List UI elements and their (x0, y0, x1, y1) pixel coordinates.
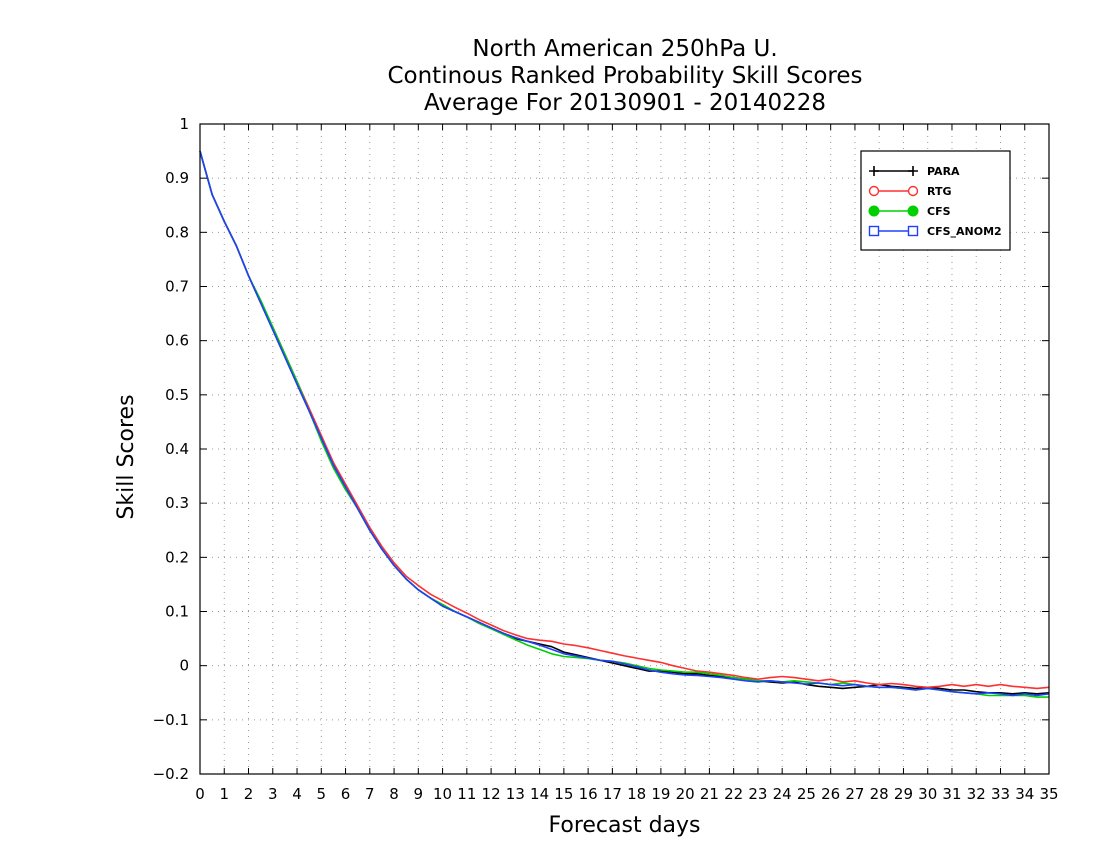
y-tick-label: 0.2 (165, 548, 189, 566)
y-tick-label: 0.1 (165, 603, 189, 621)
x-tick-label: 35 (1039, 785, 1058, 803)
y-tick-label: 0 (179, 657, 189, 675)
legend-marker-dot (907, 205, 919, 217)
x-tick-label: 12 (482, 785, 501, 803)
x-tick-label: 29 (894, 785, 913, 803)
legend-marker-plus (869, 166, 879, 176)
y-tick-label: 0.4 (165, 440, 189, 458)
chart-title-line-1: North American 250hPa U. (472, 36, 778, 62)
y-tick-label: 0.5 (165, 386, 189, 404)
x-tick-label: 24 (773, 785, 792, 803)
x-tick-label: 23 (748, 785, 767, 803)
legend-marker-dot (868, 205, 880, 217)
y-tick-labels: −0.2 −0.1 0 0.1 0.2 0.3 0.4 0.5 0.6 0.7 0.8 0.9 1 (153, 115, 189, 783)
legend-box (860, 150, 1011, 251)
legend-label-para: PARA (927, 165, 960, 178)
y-tick-label: 0.8 (165, 223, 189, 241)
x-tick-label: 14 (530, 785, 549, 803)
y-tick-label: 0.3 (165, 494, 189, 512)
x-tick-label: 11 (457, 785, 476, 803)
x-tick-label: 34 (1015, 785, 1034, 803)
x-tick-label: 4 (292, 785, 302, 803)
x-tick-label: 3 (268, 785, 278, 803)
chart-title-line-2: Continous Ranked Probability Skill Score… (387, 63, 863, 89)
legend-marker-circle (868, 185, 880, 197)
legend-label-cfs: CFS (927, 205, 951, 218)
x-tick-label: 13 (506, 785, 525, 803)
x-tick-label: 21 (700, 785, 719, 803)
x-tick-label: 32 (967, 785, 986, 803)
chart-title-line-3: Average For 20130901 - 20140228 (423, 90, 827, 116)
y-tick-label: 0.6 (165, 332, 189, 350)
x-tick-label: 19 (651, 785, 670, 803)
axis-ticks (199, 123, 1050, 775)
x-tick-label: 27 (845, 785, 864, 803)
x-tick-label: 31 (942, 785, 961, 803)
x-tick-label: 5 (317, 785, 327, 803)
x-tick-label: 2 (244, 785, 254, 803)
x-axis-label: Forecast days (548, 813, 700, 838)
x-tick-label: 15 (554, 785, 573, 803)
legend-marker-circle (907, 185, 919, 197)
x-tick-label: 8 (389, 785, 399, 803)
x-tick-label: 33 (991, 785, 1010, 803)
y-tick-label: −0.1 (153, 711, 189, 729)
x-tick-label: 16 (579, 785, 598, 803)
x-tick-label: 20 (676, 785, 695, 803)
legend: PARA RTG CFS CFS_ANOM2 (860, 150, 1011, 251)
legend-marker-square (868, 225, 880, 237)
y-tick-label: −0.2 (153, 765, 189, 783)
series-line-cfs-anom2 (199, 150, 1050, 697)
x-tick-label: 6 (341, 785, 351, 803)
x-tick-label: 26 (821, 785, 840, 803)
x-tick-label: 28 (870, 785, 889, 803)
x-tick-label: 0 (195, 785, 205, 803)
legend-marker-plus (908, 166, 918, 176)
x-tick-label: 1 (219, 785, 229, 803)
x-tick-label: 22 (724, 785, 743, 803)
x-tick-labels: 0 1 2 3 4 5 6 7 8 9 10 11 12 13 14 15 16 17 18 19 20 21 22 23 24… (195, 785, 1058, 803)
series-line-rtg (199, 150, 1050, 690)
y-tick-label: 0.7 (165, 278, 189, 296)
x-tick-label: 10 (433, 785, 452, 803)
legend-label-cfs-anom2: CFS_ANOM2 (927, 225, 1002, 238)
x-tick-label: 25 (797, 785, 816, 803)
x-tick-label: 30 (918, 785, 937, 803)
y-tick-label: 1 (179, 115, 189, 133)
x-tick-label: 7 (365, 785, 375, 803)
legend-label-rtg: RTG (927, 185, 952, 198)
x-tick-label: 17 (603, 785, 622, 803)
x-tick-label: 9 (414, 785, 424, 803)
series-layer (199, 150, 1050, 698)
legend-marker-square (907, 225, 919, 237)
y-tick-label: 0.9 (165, 169, 189, 187)
x-tick-label: 18 (627, 785, 646, 803)
y-axis-label: Skill Scores (114, 394, 139, 519)
